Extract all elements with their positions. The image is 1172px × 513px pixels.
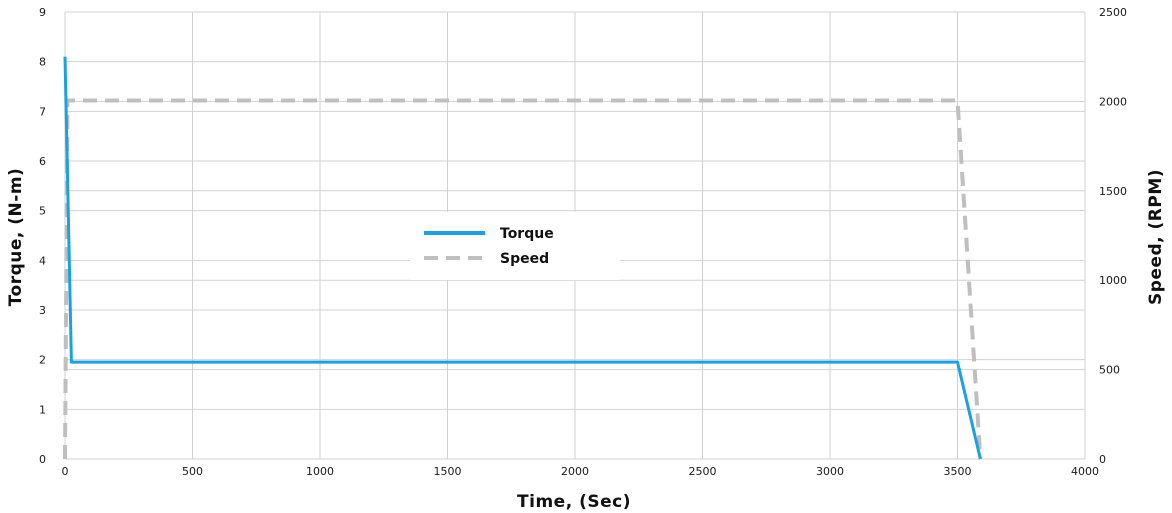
- x-tick-label-2: 1000: [306, 465, 334, 478]
- y-tick-label-6: 6: [39, 155, 46, 168]
- legend-label-torque: Torque: [500, 226, 554, 242]
- y-tick-label-3: 3: [39, 304, 46, 317]
- y2-tick-label-4: 2000: [1099, 95, 1127, 108]
- y2-tick-label-3: 1500: [1099, 185, 1127, 198]
- tick-labels: 0 500 1000 1500 2000 2500 3000 3500 400001234567…: [39, 6, 1127, 478]
- x-axis-title: Time, (Sec): [517, 492, 631, 512]
- x-tick-label-4: 2000: [561, 465, 589, 478]
- series-line-torque: [63, 56, 982, 460]
- x-tick-label-5: 2500: [689, 465, 717, 478]
- x-tick-label-0: 0: [62, 465, 69, 478]
- y-tick-label-7: 7: [39, 105, 46, 118]
- y2-tick-label-1: 500: [1099, 364, 1120, 377]
- legend: Torque Speed: [410, 212, 620, 280]
- x-tick-label-7: 3500: [944, 465, 972, 478]
- series-lines: [63, 56, 983, 460]
- x-tick-label-3: 1500: [434, 465, 462, 478]
- y-tick-label-8: 8: [39, 56, 46, 69]
- y-tick-label-4: 4: [39, 254, 46, 267]
- y-tick-label-0: 0: [39, 453, 46, 466]
- y-tick-label-5: 5: [39, 205, 46, 218]
- x-tick-label-6: 3000: [816, 465, 844, 478]
- y-tick-label-9: 9: [39, 6, 46, 19]
- x-tick-label-1: 500: [182, 465, 203, 478]
- x-tick-label-8: 4000: [1071, 465, 1099, 478]
- y-tick-label-1: 1: [39, 403, 46, 416]
- series-line-speed: [63, 98, 983, 460]
- legend-label-speed: Speed: [500, 251, 549, 267]
- y-axis-title: Torque, (N-m): [6, 168, 26, 307]
- y2-tick-label-2: 1000: [1099, 274, 1127, 287]
- legend-background: [410, 212, 620, 280]
- y2-tick-label-5: 2500: [1099, 6, 1127, 19]
- y2-axis-title: Speed, (RPM): [1146, 169, 1166, 305]
- y-tick-label-2: 2: [39, 354, 46, 367]
- y2-tick-label-0: 0: [1099, 453, 1106, 466]
